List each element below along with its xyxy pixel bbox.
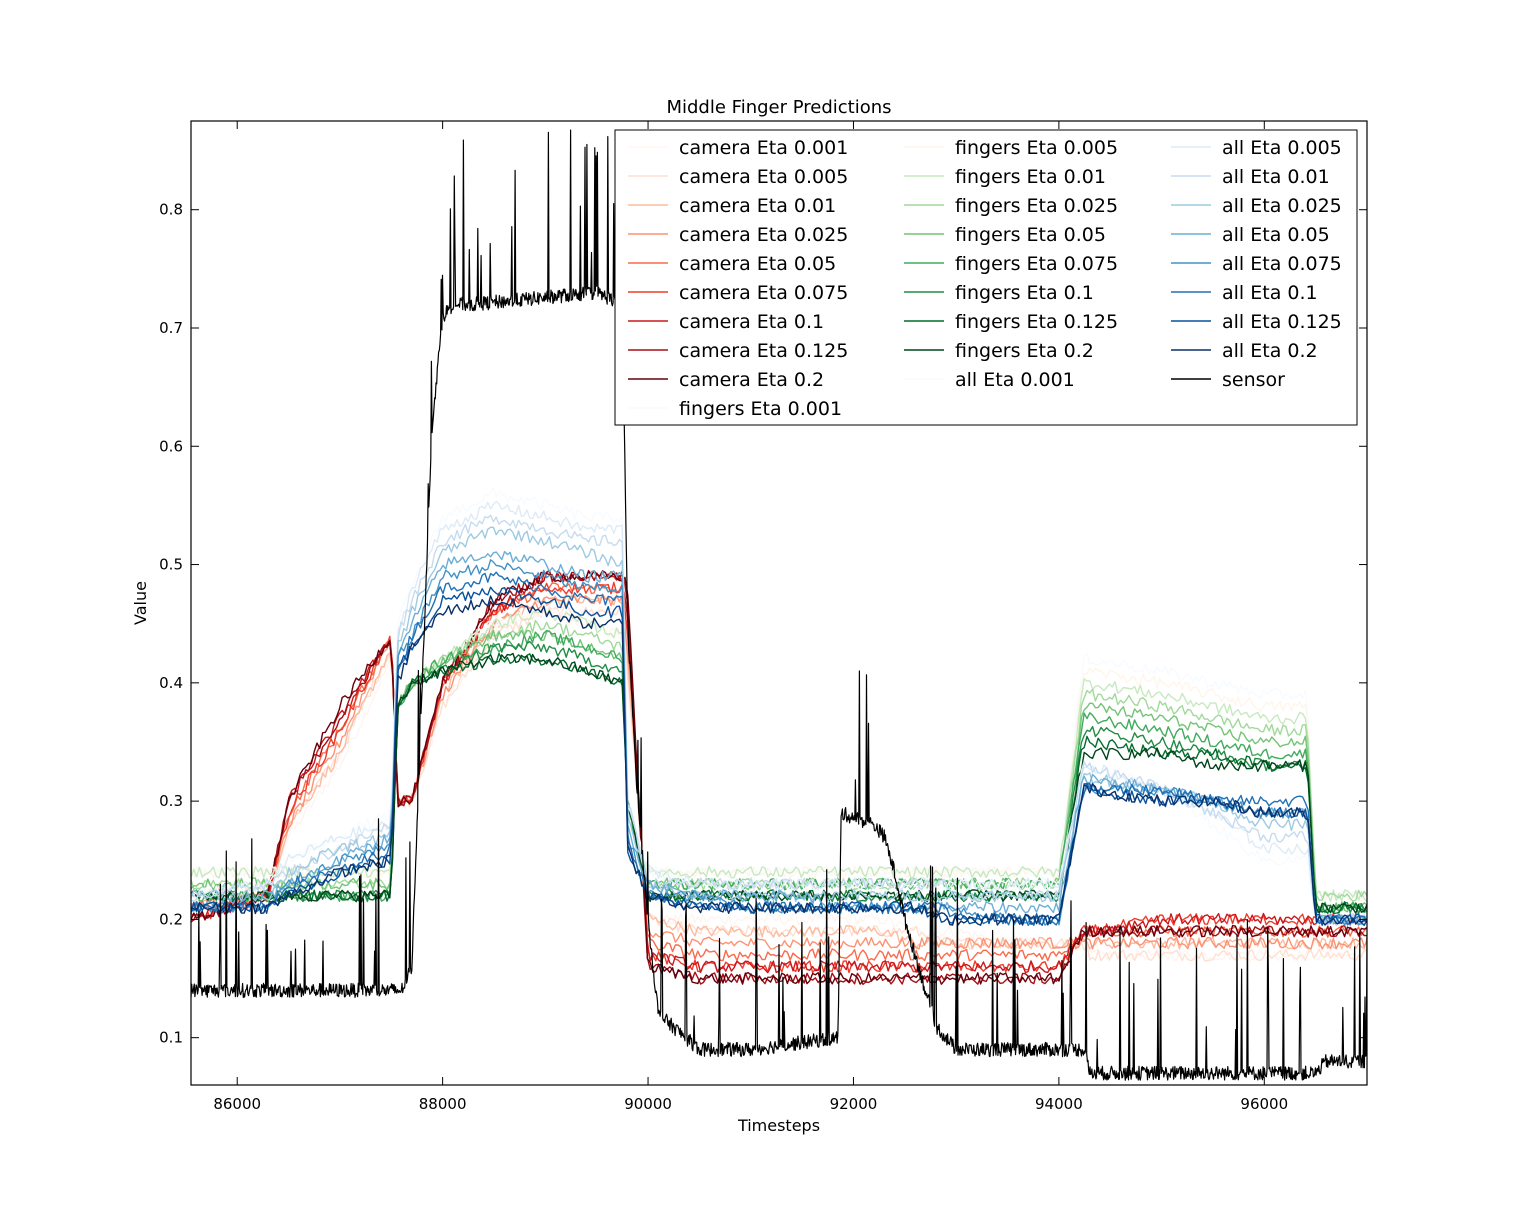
x-axis-label: Timesteps [737,1116,820,1135]
legend-entry-11: fingers Eta 0.01 [955,166,1106,188]
legend-entry-13: fingers Eta 0.05 [955,224,1106,246]
plot-lines [191,129,1367,1081]
series-line-24 [191,571,1367,926]
legend-entry-8: camera Eta 0.2 [679,369,824,391]
legend-entry-14: fingers Eta 0.075 [955,253,1118,275]
legend-entry-25: all Eta 0.125 [1222,311,1342,333]
y-axis-ticks: 0.1 0.2 0.3 0.4 0.5 0.6 0.7 0.8 [159,201,1367,1047]
legend-entry-17: fingers Eta 0.2 [955,340,1094,362]
legend-entry-7: camera Eta 0.125 [679,340,848,362]
y-tick-label-3: 0.4 [159,674,183,692]
x-tick-label-2: 90000 [624,1095,672,1113]
legend-entry-5: camera Eta 0.075 [679,282,848,304]
legend-entry-21: all Eta 0.025 [1222,195,1342,217]
y-tick-label-7: 0.8 [159,201,183,219]
legend-entry-23: all Eta 0.075 [1222,253,1342,275]
y-tick-label-4: 0.5 [159,556,183,574]
y-tick-label-0: 0.1 [159,1029,183,1047]
legend-entry-12: fingers Eta 0.025 [955,195,1118,217]
y-tick-label-1: 0.2 [159,910,183,928]
series-line-11 [191,606,1367,903]
series-line-20 [191,514,1367,926]
x-axis-ticks: 86000 88000 90000 92000 94000 96000 [213,121,1288,1113]
series-line-17 [191,652,1367,914]
series-line-27 [191,129,1367,1081]
legend-entry-10: fingers Eta 0.005 [955,137,1118,159]
x-tick-label-3: 92000 [830,1095,878,1113]
series-line-26 [191,595,1367,926]
series-line-0 [191,605,1367,962]
legend-entry-3: camera Eta 0.025 [679,224,848,246]
legend-entry-22: all Eta 0.05 [1222,224,1330,246]
legend-entry-27: sensor [1222,369,1285,391]
legend-entry-20: all Eta 0.01 [1222,166,1330,188]
plot-frame [190,120,1368,1086]
legend-entry-2: camera Eta 0.01 [679,195,836,217]
legend-entry-6: camera Eta 0.1 [679,311,824,333]
legend-box [614,129,1358,426]
legend-entry-24: all Eta 0.1 [1222,282,1318,304]
series-line-2 [191,594,1367,950]
legend-entry-0: camera Eta 0.001 [679,137,848,159]
y-axis-label: Value [131,581,150,625]
chart-title: Middle Finger Predictions [666,97,891,118]
series-line-10 [191,609,1367,902]
legend-entry-16: fingers Eta 0.125 [955,311,1118,333]
series-line-25 [191,586,1367,926]
x-tick-label-0: 86000 [213,1095,261,1113]
legend-entry-4: camera Eta 0.05 [679,253,836,275]
legend-entry-18: all Eta 0.001 [955,369,1075,391]
legend-entry-26: all Eta 0.2 [1222,340,1318,362]
legend-entry-19: all Eta 0.005 [1222,137,1342,159]
y-tick-label-2: 0.3 [159,792,183,810]
y-tick-label-6: 0.7 [159,319,183,337]
legend-entry-9: fingers Eta 0.001 [679,398,842,420]
y-tick-label-5: 0.6 [159,437,183,455]
x-tick-label-5: 96000 [1240,1095,1288,1113]
legend-entry-15: fingers Eta 0.1 [955,282,1094,304]
legend-entry-1: camera Eta 0.005 [679,166,848,188]
x-tick-label-1: 88000 [419,1095,467,1113]
x-tick-label-4: 94000 [1035,1095,1083,1113]
series-line-16 [191,652,1367,914]
legend: camera Eta 0.001 camera Eta 0.005 camera E… [614,129,1358,426]
